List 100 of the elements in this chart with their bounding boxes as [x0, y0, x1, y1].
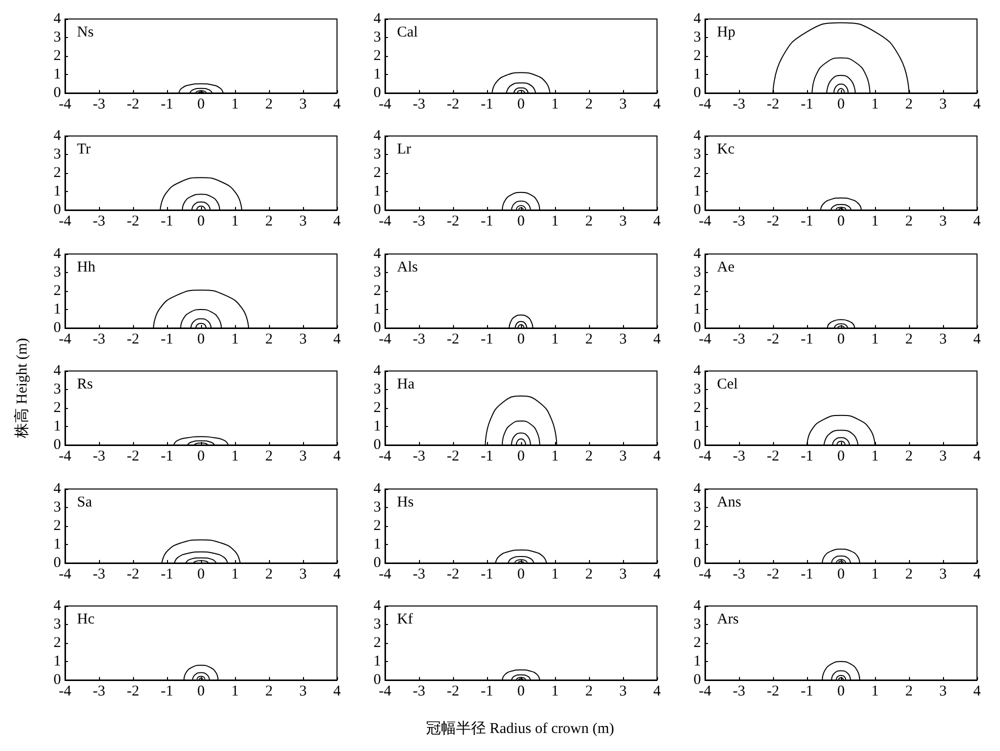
x-tick-label: 3	[299, 214, 307, 230]
x-tick-label: -1	[480, 566, 494, 582]
x-tick-label: 0	[837, 214, 845, 230]
chart-title: Ha	[397, 376, 415, 393]
y-tick-label: 4	[54, 11, 62, 27]
y-tick-label: 2	[54, 48, 61, 64]
y-tick-label: 0	[374, 202, 381, 218]
x-tick-label: 0	[197, 566, 205, 582]
y-tick-label: 0	[54, 202, 61, 218]
x-tick-label: -4	[698, 214, 712, 230]
x-tick-label: 0	[837, 96, 845, 112]
y-tick-label: 4	[54, 598, 62, 614]
y-tick-label: 4	[694, 480, 702, 497]
y-tick-label: 1	[374, 536, 381, 552]
x-tick-label: -4	[58, 684, 72, 700]
x-tick-label: 3	[619, 684, 627, 700]
chart-title: Tr	[77, 142, 91, 158]
x-tick-label: -2	[766, 331, 780, 348]
x-tick-label: 3	[299, 566, 307, 582]
x-tick-label: 4	[333, 214, 342, 230]
chart-title: Rs	[77, 376, 94, 393]
y-tick-label: 0	[374, 437, 381, 454]
y-tick-label: 3	[694, 264, 701, 280]
x-tick-label: -4	[58, 566, 72, 582]
x-tick-label: -1	[160, 331, 174, 348]
x-tick-label: -2	[446, 96, 460, 112]
y-tick-label: 4	[694, 598, 702, 614]
chart-title: Ae	[717, 259, 735, 276]
y-tick-label: 0	[54, 85, 61, 101]
x-tick-label: 2	[265, 214, 273, 230]
x-tick-label: -1	[480, 448, 494, 465]
x-tick-label: 4	[333, 96, 342, 112]
x-tick-label: 2	[905, 684, 913, 700]
x-tick-label: 0	[837, 448, 845, 465]
x-tick-label: 2	[585, 684, 593, 700]
y-tick-label: 2	[694, 282, 701, 299]
x-tick-label: -4	[58, 214, 72, 230]
x-tick-label: 4	[333, 448, 342, 465]
y-tick-label: 0	[694, 320, 701, 336]
x-tick-label: -2	[126, 96, 140, 112]
y-tick-label: 4	[54, 480, 62, 497]
y-tick-label: 0	[374, 85, 381, 101]
x-tick-label: 1	[231, 214, 239, 230]
y-tick-label: 2	[374, 518, 381, 534]
x-tick-label: -2	[766, 96, 780, 112]
x-tick-label: 1	[871, 214, 879, 230]
y-tick-label: 4	[54, 363, 62, 380]
x-tick-label: 1	[551, 566, 559, 582]
x-tick-label: -4	[378, 214, 392, 230]
y-tick-label: 1	[374, 654, 381, 670]
x-tick-label: -4	[378, 566, 392, 582]
x-tick-label: -3	[412, 214, 426, 230]
x-tick-label: 1	[871, 96, 879, 112]
x-tick-label: 1	[231, 566, 239, 582]
y-tick-label: 0	[694, 554, 701, 571]
y-tick-label: 1	[694, 418, 701, 435]
y-tick-label: 3	[694, 616, 701, 632]
x-tick-label: 0	[197, 448, 205, 465]
x-tick-label: -2	[446, 448, 460, 465]
x-tick-label: -3	[732, 566, 746, 582]
y-tick-label: 2	[54, 282, 61, 299]
x-tick-label: 4	[973, 448, 982, 465]
x-tick-label: 3	[299, 96, 307, 112]
x-tick-label: -4	[378, 331, 392, 348]
x-tick-label: 1	[551, 96, 559, 112]
y-tick-label: 3	[694, 499, 701, 516]
x-tick-label: -1	[800, 214, 814, 230]
x-tick-label: -3	[412, 448, 426, 465]
x-tick-label: -3	[732, 331, 746, 348]
x-tick-label: -4	[378, 96, 392, 112]
y-tick-label: 2	[54, 165, 61, 182]
x-tick-label: -3	[92, 96, 106, 112]
x-tick-label: -4	[58, 331, 72, 348]
x-tick-label: 2	[905, 566, 913, 582]
x-tick-label: 2	[585, 214, 593, 230]
y-tick-label: 4	[54, 246, 62, 262]
x-tick-label: -3	[732, 448, 746, 465]
x-tick-label: -1	[160, 566, 174, 582]
x-tick-label: -3	[92, 448, 106, 465]
x-tick-label: -1	[480, 331, 494, 348]
chart-title: Ans	[717, 494, 742, 510]
y-tick-label: 0	[374, 554, 381, 571]
x-tick-label: -2	[126, 331, 140, 348]
x-tick-label: -4	[58, 448, 72, 465]
y-tick-label: 3	[694, 30, 701, 46]
y-tick-label: 0	[694, 437, 701, 454]
x-tick-label: -1	[160, 214, 174, 230]
y-tick-label: 2	[374, 165, 381, 182]
x-tick-label: -2	[446, 684, 460, 700]
y-tick-label: 1	[374, 184, 381, 200]
x-tick-label: 2	[265, 96, 273, 112]
x-tick-label: 1	[231, 448, 239, 465]
y-tick-label: 2	[694, 165, 701, 182]
x-tick-label: -3	[412, 331, 426, 348]
x-tick-label: -4	[698, 448, 712, 465]
y-tick-label: 2	[374, 282, 381, 299]
x-tick-label: 2	[585, 448, 593, 465]
x-tick-label: 3	[299, 684, 307, 700]
x-tick-label: 3	[939, 214, 947, 230]
x-tick-label: 0	[197, 684, 205, 700]
